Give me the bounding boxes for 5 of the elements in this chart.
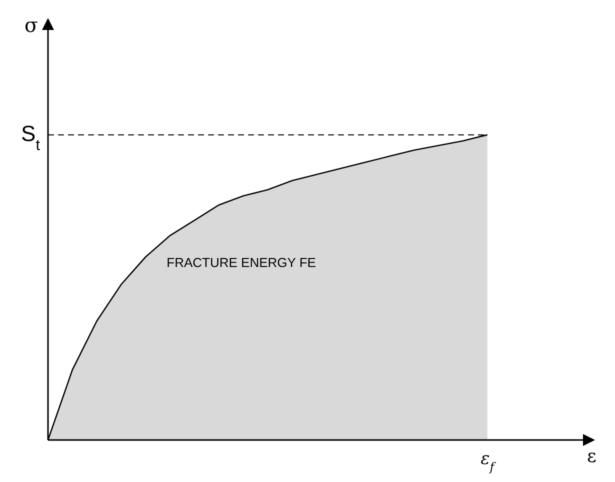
ref-line-label: S$_{t}$: [21, 120, 41, 154]
annotation: FRACTURE ENERGY FE: [166, 254, 316, 270]
y-axis-title: σ: [24, 13, 38, 37]
text: ε$_{f}$: [480, 449, 497, 474]
x-axis-title: ε: [587, 446, 596, 467]
